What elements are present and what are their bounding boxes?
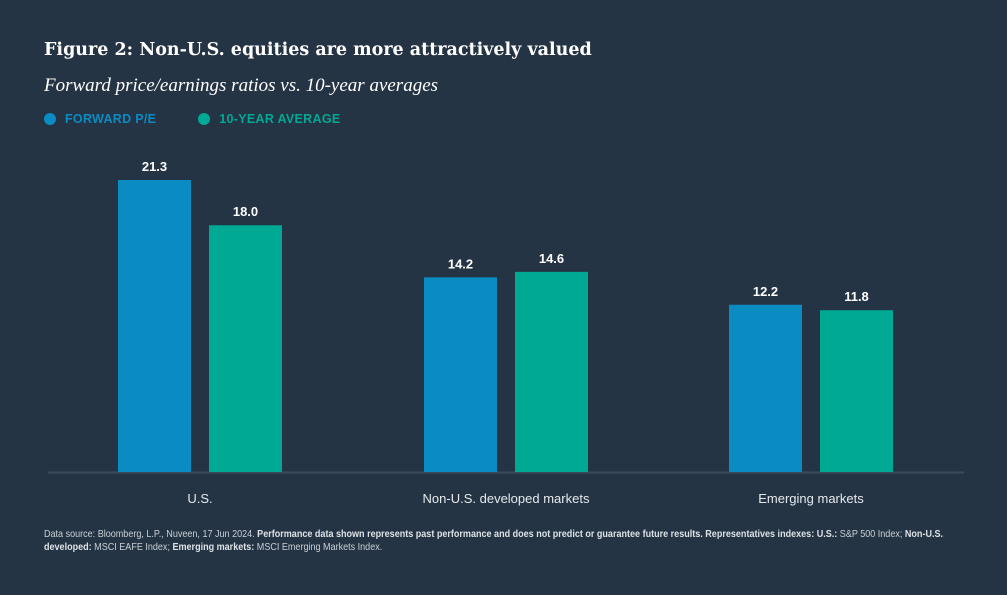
data-label-forward-pe: 12.2 — [753, 284, 778, 299]
bar-forward-pe — [118, 180, 191, 472]
data-label-10-year-average: 18.0 — [233, 204, 258, 219]
x-tick-label: Emerging markets — [758, 491, 864, 506]
data-label-forward-pe: 14.2 — [448, 256, 473, 271]
bar-10-year-average — [209, 225, 282, 472]
bar-10-year-average — [515, 271, 588, 472]
legend-dot-10-year-average — [198, 113, 211, 125]
legend-item-10-year-average: 10-YEAR AVERAGE — [198, 112, 340, 126]
legend-dot-forward-pe — [44, 113, 56, 125]
legend-label-forward-pe: FORWARD P/E — [65, 112, 157, 126]
data-label-forward-pe: 21.3 — [142, 159, 167, 174]
footnote-part: S&P 500 Index; — [837, 528, 905, 540]
footnote: Data source: Bloomberg, L.P., Nuveen, 17… — [44, 528, 969, 554]
data-label-10-year-average: 11.8 — [844, 289, 869, 304]
bar-forward-pe — [424, 277, 497, 472]
footnote-part: Emerging markets: — [172, 541, 255, 553]
legend-item-forward-pe: FORWARD P/E — [44, 112, 156, 126]
bar-10-year-average — [820, 310, 893, 472]
legend-label-10-year-average: 10-YEAR AVERAGE — [219, 112, 341, 126]
bar-forward-pe — [729, 304, 802, 472]
footnote-part: MSCI EAFE Index; — [91, 541, 173, 553]
x-tick-label: Non-U.S. developed markets — [423, 491, 590, 506]
footnote-part: Data source: Bloomberg, L.P., Nuveen, 17… — [44, 528, 258, 540]
footnote-part: MSCI Emerging Markets Index. — [254, 541, 383, 553]
chart-title: Figure 2: Non-U.S. equities are more att… — [44, 40, 592, 60]
footnote-part: Performance data shown represents past p… — [257, 528, 838, 540]
chart-subtitle: Forward price/earnings ratios vs. 10-yea… — [44, 75, 439, 96]
x-tick-label: U.S. — [187, 491, 212, 506]
data-label-10-year-average: 14.6 — [539, 251, 564, 266]
legend: FORWARD P/E 10-YEAR AVERAGE — [44, 112, 340, 126]
footnote-part: Non-U.S. developed: — [44, 528, 944, 553]
